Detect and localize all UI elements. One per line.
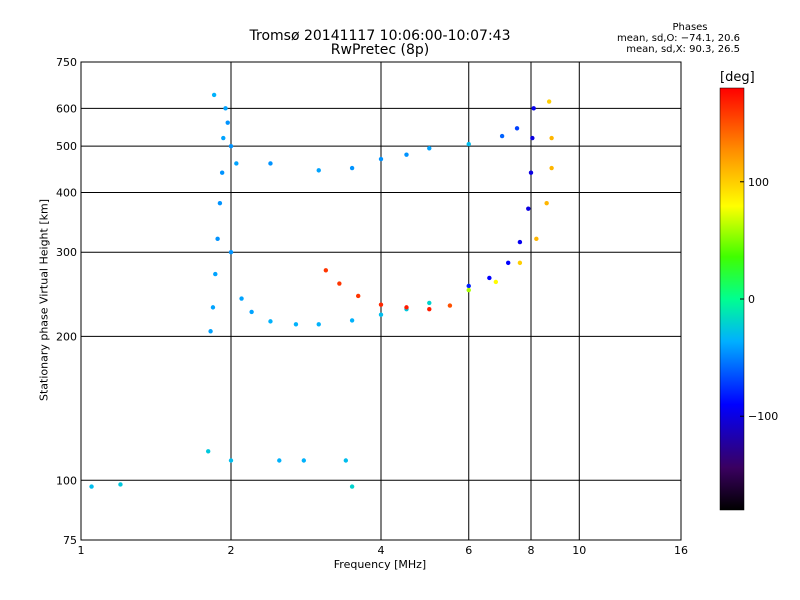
colorbar-ticks: 100 0 −100 xyxy=(740,176,778,423)
colorbar-tick-label: 100 xyxy=(748,176,769,189)
data-point xyxy=(549,135,554,141)
phase-stats-x: mean, sd,X: 90.3, 26.5 xyxy=(626,44,740,55)
data-point xyxy=(378,312,384,317)
data-points xyxy=(89,92,554,489)
data-point xyxy=(228,250,234,255)
data-point xyxy=(466,141,471,147)
data-point xyxy=(517,260,523,266)
data-point xyxy=(549,165,554,171)
data-point xyxy=(316,322,321,327)
data-point xyxy=(228,143,234,149)
data-point xyxy=(349,318,355,323)
x-tick-label: 4 xyxy=(378,544,385,557)
data-point xyxy=(118,482,123,487)
data-point xyxy=(215,236,220,242)
chart-subtitle: RwPretec (8p) xyxy=(330,42,430,58)
data-point xyxy=(343,458,349,463)
data-point xyxy=(249,309,254,315)
data-point xyxy=(534,236,539,242)
data-point xyxy=(316,168,321,173)
data-point xyxy=(208,329,213,334)
data-point xyxy=(210,305,216,310)
data-point xyxy=(268,161,273,166)
x-tick-label: 8 xyxy=(528,544,535,557)
x-tick-label: 10 xyxy=(572,544,586,557)
data-point xyxy=(378,302,384,307)
data-point xyxy=(531,106,536,111)
data-point xyxy=(349,165,355,171)
data-point xyxy=(530,135,535,141)
data-point xyxy=(528,170,534,175)
data-point xyxy=(466,287,471,293)
data-point xyxy=(493,279,499,285)
data-point xyxy=(487,275,492,281)
data-point xyxy=(219,170,225,175)
data-point xyxy=(404,305,409,310)
data-point xyxy=(514,126,520,131)
data-point xyxy=(268,319,273,324)
data-point xyxy=(447,303,453,308)
y-tick-label: 200 xyxy=(56,330,77,343)
data-point xyxy=(505,260,511,266)
data-point xyxy=(228,458,234,463)
data-point xyxy=(526,206,531,211)
data-point xyxy=(301,458,307,463)
x-axis-label: Frequency [MHz] xyxy=(333,558,427,571)
data-point xyxy=(293,322,299,327)
data-point xyxy=(277,458,282,463)
y-tick-label: 500 xyxy=(56,140,77,153)
data-point xyxy=(544,200,549,206)
y-tick-label: 600 xyxy=(56,102,77,115)
data-point xyxy=(517,239,523,245)
data-point xyxy=(427,300,432,306)
phase-stats: Phases mean, sd,O: −74.1, 20.6 mean, sd,… xyxy=(600,22,740,55)
data-point xyxy=(223,106,228,111)
data-point xyxy=(427,306,432,312)
data-point xyxy=(355,293,361,299)
data-point xyxy=(205,449,211,454)
data-point xyxy=(349,484,355,489)
x-tick-label: 2 xyxy=(228,544,235,557)
data-point xyxy=(404,152,409,157)
data-point xyxy=(466,283,471,289)
colorbar-tick-label: 0 xyxy=(748,293,755,306)
data-point xyxy=(217,200,223,206)
data-point xyxy=(378,156,384,162)
data-point xyxy=(239,296,244,301)
data-point xyxy=(427,146,432,151)
colorbar-tick-label: −100 xyxy=(748,410,778,423)
data-point xyxy=(546,99,552,104)
x-tick-label: 1 xyxy=(78,544,85,557)
data-point xyxy=(213,271,218,277)
phase-stats-heading: Phases xyxy=(672,22,708,33)
data-point xyxy=(225,120,230,125)
y-tick-label: 75 xyxy=(63,534,77,547)
axis-ticks: 1 2 4 6 8 10 16 75 100 200 300 400 500 600 750 xyxy=(56,56,688,557)
chart-title: Tromsø 20141117 10:06:00-10:07:43 xyxy=(249,28,511,44)
x-tick-label: 6 xyxy=(465,544,472,557)
grid-lines xyxy=(81,62,681,540)
y-tick-label: 300 xyxy=(56,246,77,259)
data-point xyxy=(337,281,342,286)
y-tick-label: 750 xyxy=(56,56,77,69)
data-point xyxy=(211,92,217,98)
x-tick-label: 16 xyxy=(674,544,688,557)
data-point xyxy=(221,135,226,141)
phase-stats-o: mean, sd,O: −74.1, 20.6 xyxy=(617,33,740,44)
y-tick-label: 100 xyxy=(56,474,77,487)
data-point xyxy=(323,268,329,273)
data-point xyxy=(499,133,505,139)
data-point xyxy=(89,484,94,489)
y-tick-label: 400 xyxy=(56,186,77,199)
data-point xyxy=(234,161,239,166)
